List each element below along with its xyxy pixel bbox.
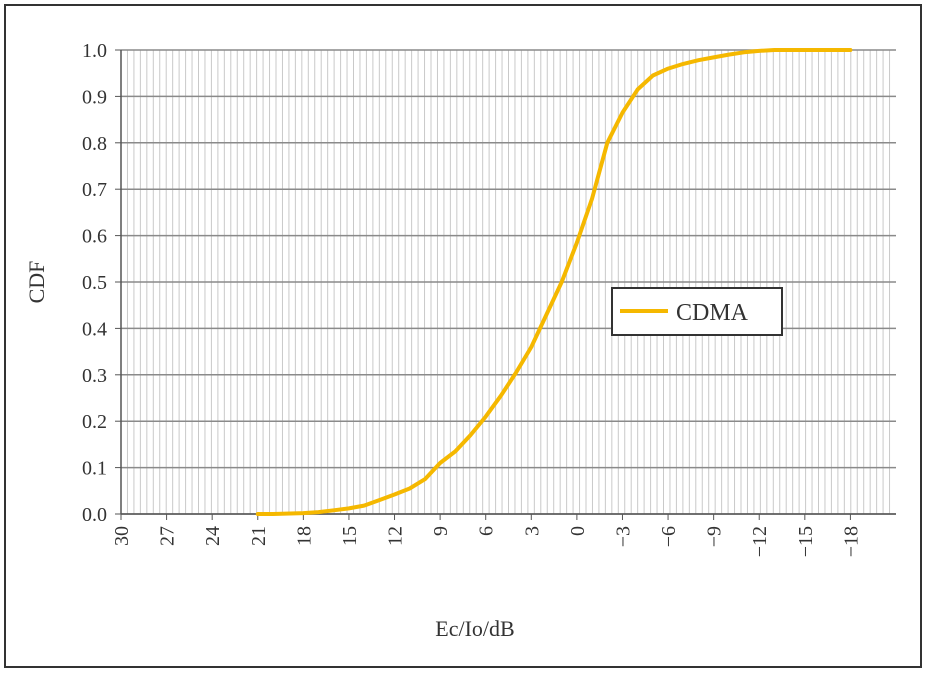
data-point	[317, 510, 320, 514]
y-tick-label: 0.4	[82, 318, 107, 340]
x-tick-label: −15	[795, 526, 817, 557]
data-point	[666, 67, 670, 71]
y-tick-label: 0.9	[82, 86, 107, 108]
data-point	[833, 48, 837, 52]
data-point	[393, 493, 396, 496]
x-tick-label: 27	[157, 526, 179, 546]
data-point	[636, 87, 640, 91]
x-tick-label: 15	[339, 526, 361, 546]
data-point	[484, 415, 488, 419]
data-point	[529, 345, 533, 349]
data-point	[514, 371, 518, 374]
data-point	[408, 487, 412, 490]
data-point	[545, 313, 548, 316]
x-axis-label: Ec/Io/dB	[435, 616, 514, 641]
data-point	[453, 449, 457, 453]
x-tick-label: −18	[840, 526, 862, 557]
data-point	[848, 48, 852, 52]
y-tick-label: 0.6	[82, 226, 107, 248]
y-tick-label: 0.7	[82, 179, 107, 201]
x-tick-label: 6	[476, 526, 498, 536]
y-tick-label: 0.8	[82, 133, 107, 155]
data-point	[560, 280, 564, 284]
data-point	[423, 477, 427, 481]
data-point	[256, 512, 260, 516]
data-point	[621, 111, 624, 115]
x-tick-label: 12	[385, 526, 407, 546]
data-point	[332, 508, 336, 512]
x-tick-label: 3	[521, 526, 543, 536]
x-tick-label: 30	[111, 526, 133, 546]
data-point	[742, 50, 746, 54]
data-point	[757, 49, 761, 53]
y-tick-label: 0.2	[82, 411, 107, 433]
data-point	[803, 48, 807, 52]
y-tick-label: 0.3	[82, 365, 107, 387]
data-point	[469, 433, 472, 437]
x-tick-label: −9	[704, 526, 726, 547]
x-tick-label: 9	[430, 526, 452, 536]
y-tick-label: 1.0	[82, 40, 107, 62]
data-point	[271, 512, 275, 516]
data-point	[347, 506, 351, 510]
data-point	[697, 58, 700, 62]
data-point	[362, 504, 366, 508]
y-axis-label: CDF	[24, 261, 49, 304]
data-point	[301, 511, 305, 515]
data-point	[681, 62, 685, 66]
y-tick-label: 0.1	[82, 458, 107, 480]
y-tick-label: 0.5	[82, 272, 107, 294]
data-point	[377, 498, 381, 502]
data-point	[438, 461, 442, 465]
x-tick-label: 24	[202, 526, 224, 546]
data-point	[575, 241, 579, 245]
data-point	[605, 141, 609, 145]
data-point	[772, 48, 776, 52]
x-tick-label: −12	[749, 526, 771, 557]
y-tick-labels: 0.0 0.1 0.2 0.3 0.4 0.5 0.6 0.7 0.8 0.9 1.0	[82, 40, 121, 526]
data-point	[651, 74, 655, 77]
data-point	[727, 53, 731, 57]
data-point	[590, 197, 594, 200]
x-tick-labels: 30 27 24 21 18 15 12 9 6 3 0 −3 −6 −9 −12 −15 −18	[111, 514, 862, 557]
x-tick-label: 21	[248, 526, 270, 546]
x-tick-label: −3	[612, 526, 634, 547]
series-layer	[255, 48, 853, 516]
legend: CDMA	[611, 287, 783, 336]
data-point	[499, 394, 503, 398]
legend-label-cdma: CDMA	[676, 300, 749, 326]
y-tick-label: 0.0	[82, 504, 107, 526]
x-tick-label: −6	[658, 526, 680, 547]
data-point	[712, 55, 716, 59]
x-tick-label: 0	[567, 526, 589, 536]
x-tick-label: 18	[293, 526, 315, 546]
